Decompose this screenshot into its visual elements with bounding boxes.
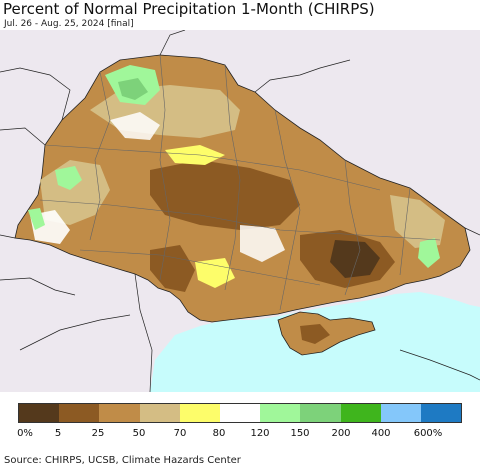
green-zone-west: [55, 166, 82, 190]
legend-label: 70: [173, 428, 187, 439]
legend-swatch-120-150: [260, 404, 301, 422]
green-zone-southwest: [28, 208, 45, 230]
white-zone-north: [110, 112, 160, 140]
legend-label: 5: [54, 428, 62, 439]
legend-swatch-200-400: [340, 404, 381, 422]
legend-label: 150: [290, 428, 310, 439]
legend-label: 600%: [413, 428, 443, 439]
legend-swatch-400-600: [380, 404, 421, 422]
legend-swatch-600-plus: [420, 404, 462, 422]
darkest-zone-east: [330, 240, 380, 278]
legend-swatch-80-120: [219, 404, 261, 422]
legend-label: 0%: [17, 428, 33, 439]
yellow-zone-center: [165, 145, 225, 165]
map-title: Percent of Normal Precipitation 1-Month …: [3, 0, 375, 18]
legend-swatch-25-50: [99, 404, 140, 422]
legend-swatch-150-200: [300, 404, 341, 422]
crimea-dark: [300, 324, 330, 344]
legend-labels: 0% 5 25 50 70 80 120 150 200 400 600%: [0, 428, 480, 442]
legend-label: 400: [371, 428, 391, 439]
green-zone-north-dark: [118, 78, 148, 100]
dark-zone-center: [150, 160, 300, 230]
dark-zone-south: [150, 245, 195, 292]
map-subtitle: Jul. 26 - Aug. 25, 2024 [final]: [4, 19, 134, 29]
white-zone-center: [240, 225, 285, 262]
neighbor-borders: [0, 30, 480, 392]
legend-label: 200: [331, 428, 351, 439]
tan-zone-east: [390, 195, 445, 248]
legend-label: 50: [132, 428, 146, 439]
legend-color-bar: [18, 403, 462, 423]
green-zone-east: [418, 238, 440, 268]
oblast-boundaries: [39, 54, 441, 311]
legend-swatch-70-80: [179, 404, 220, 422]
legend-swatch-0-5: [19, 404, 60, 422]
legend-label: 120: [250, 428, 270, 439]
legend-swatch-5-25: [59, 404, 100, 422]
precipitation-map: [0, 30, 480, 392]
yellow-zone-south: [195, 258, 235, 288]
legend-label: 80: [212, 428, 226, 439]
legend-label: 25: [91, 428, 105, 439]
source-credit: Source: CHIRPS, UCSB, Climate Hazards Ce…: [4, 455, 241, 466]
legend-swatch-50-70: [139, 404, 180, 422]
